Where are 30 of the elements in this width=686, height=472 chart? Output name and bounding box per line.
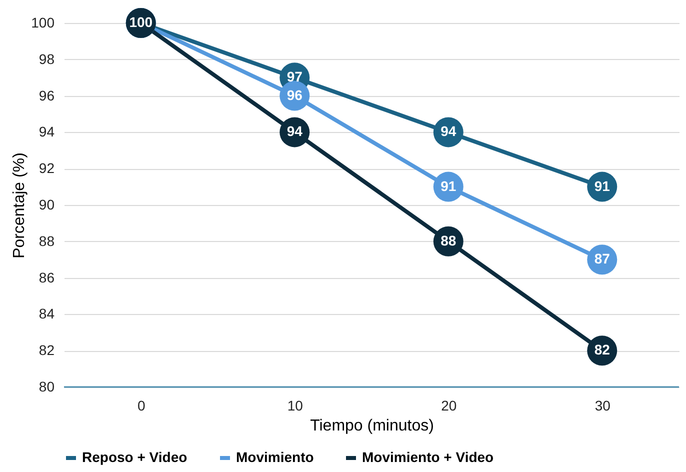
legend-label: Movimiento + Video [362,449,494,465]
data-label: 82 [594,342,610,358]
y-tick-label: 84 [38,306,55,322]
y-axis-title: Porcentaje (%) [11,152,28,258]
y-tick-label: 82 [38,342,55,358]
y-tick-label: 96 [38,87,55,104]
y-tick-label: 100 [31,14,55,30]
data-label: 88 [440,232,456,248]
x-tick-label: 30 [594,398,611,414]
y-tick-label: 92 [38,160,55,176]
x-axis-title: Tiempo (minutos) [310,418,434,434]
legend-label: Movimiento [236,449,314,465]
data-label: 96 [286,86,303,103]
data-label: 97 [286,68,303,85]
data-label: 91 [440,178,456,194]
y-tick-label: 90 [38,196,55,212]
legend-label: Reposo + Video [82,449,188,465]
data-label: 91 [594,178,610,194]
data-label: 94 [440,123,456,140]
y-tick-label: 88 [38,232,55,249]
data-label: 100 [129,14,153,30]
y-tick-label: 86 [38,269,55,286]
data-label: 87 [594,250,610,267]
y-tick-label: 80 [38,378,55,394]
x-tick-label: 20 [441,398,457,414]
y-tick-label: 98 [38,50,55,67]
x-tick-label: 0 [137,398,146,414]
data-label: 94 [286,123,303,140]
x-tick-label: 10 [287,398,304,414]
y-tick-label: 94 [38,124,55,140]
